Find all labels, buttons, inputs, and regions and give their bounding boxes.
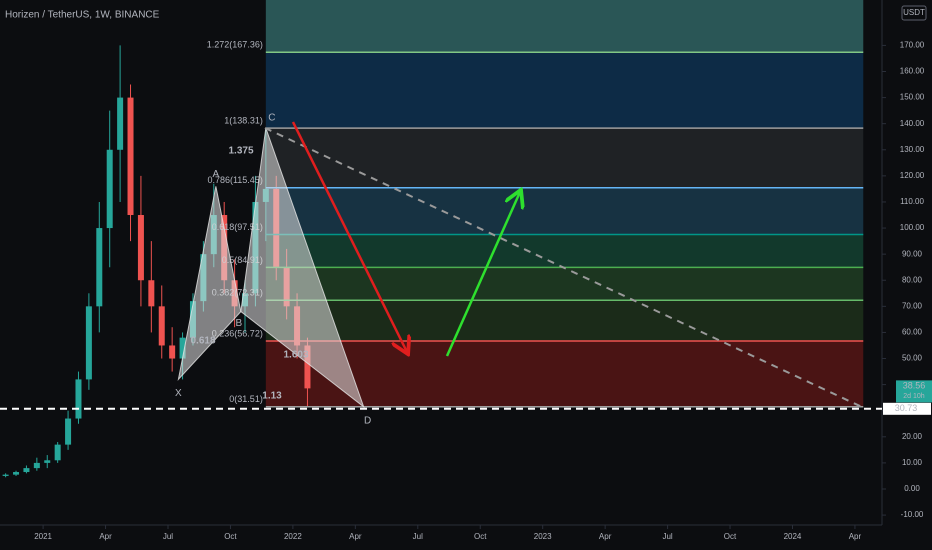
x-tick-label: Apr [849, 532, 862, 541]
price-line-tag [883, 402, 931, 415]
x-tick-label: Apr [599, 532, 612, 541]
y-tick-label: 150.00 [900, 93, 925, 102]
y-tick-label: 100.00 [900, 223, 925, 232]
y-tick-label: 130.00 [900, 145, 925, 154]
pattern-point-label: D [364, 415, 371, 426]
candle-body [96, 228, 103, 307]
fib-zone [265, 300, 864, 341]
pattern-point-label: A [213, 169, 220, 180]
x-tick-label: 2022 [284, 532, 302, 541]
candle-body [54, 444, 61, 461]
candle-body [148, 280, 155, 307]
x-tick-label: Oct [224, 532, 237, 541]
x-tick-label: Jul [413, 532, 423, 541]
chart-title: Horizen / TetherUS, 1W, BINANCE [5, 10, 160, 21]
candle-body [117, 97, 124, 150]
y-unit: USDT [903, 8, 925, 17]
y-tick-label: 90.00 [902, 249, 923, 258]
candle-body [127, 97, 134, 216]
y-tick-label: 120.00 [900, 171, 925, 180]
candle-body [137, 215, 144, 281]
last-price-tag [896, 380, 932, 403]
fib-label: 0(31.51) [229, 394, 263, 404]
pattern-ratio: 1.13 [262, 391, 282, 402]
y-tick-label: 110.00 [900, 197, 924, 206]
last-price-countdown: 2d 10h [903, 393, 925, 400]
y-tick-label: -10.00 [901, 510, 924, 519]
x-tick-label: 2023 [534, 532, 552, 541]
fib-zone [265, 128, 864, 188]
fib-label: 1(138.31) [224, 115, 263, 125]
y-tick-label: 140.00 [900, 119, 925, 128]
y-tick-label: 10.00 [902, 458, 923, 467]
candle-body [169, 345, 176, 359]
fib-label: 1.272(167.36) [207, 40, 263, 50]
fib-label: 0.5(84.91) [222, 255, 263, 265]
pattern-ratio: 1.603 [283, 350, 308, 361]
x-tick-label: Apr [99, 532, 112, 541]
fib-label: 0.786(115.45) [207, 175, 262, 185]
fib-zone [265, 267, 864, 301]
pattern-point-label: B [236, 318, 243, 329]
candle-body [106, 149, 113, 229]
trend-line [264, 127, 863, 408]
candle-body [75, 379, 82, 419]
pattern-triangle [240, 127, 365, 409]
pattern-point-label: C [268, 113, 275, 124]
candle-body [179, 337, 186, 359]
candle-body [33, 462, 40, 469]
candle-body [304, 345, 311, 389]
x-tick-label: Oct [724, 532, 737, 541]
x-tick-label: Jul [662, 532, 672, 541]
x-tick-label: 2021 [34, 532, 52, 541]
y-tick-label: 160.00 [900, 67, 925, 76]
x-tick-label: Apr [349, 532, 362, 541]
fib-zone [265, 0, 864, 53]
fib-zone [265, 340, 864, 407]
fib-zone [265, 187, 864, 235]
y-tick-label: 20.00 [902, 432, 923, 441]
pattern-ratio: 1.375 [228, 146, 253, 157]
pattern-triangle [177, 186, 242, 382]
unit-box [901, 5, 927, 21]
y-tick-label: 0.00 [904, 484, 920, 493]
y-tick-label: 60.00 [902, 328, 923, 337]
last-price-label: 38.56 [903, 381, 926, 391]
x-tick-label: Oct [474, 532, 487, 541]
candle-body [85, 306, 92, 380]
fib-label: 0.236(56.72) [212, 328, 263, 338]
y-tick-label: 50.00 [902, 354, 923, 363]
candle-body [23, 468, 30, 473]
x-tick-label: Jul [163, 532, 173, 541]
price-line-label: 30.73 [895, 403, 918, 413]
candle-body [44, 460, 51, 463]
y-tick-label: 170.00 [900, 41, 925, 50]
pattern-ratio: 0.618 [190, 336, 215, 347]
y-tick-label: 80.00 [902, 275, 923, 284]
fib-zone [265, 234, 864, 268]
fib-zone [265, 52, 864, 129]
up-arrow [445, 192, 520, 357]
pattern-point-label: X [175, 388, 182, 399]
down-arrow [291, 121, 407, 352]
fib-label: 0.618(97.51) [212, 222, 263, 232]
candle-body [13, 472, 20, 475]
x-tick-label: 2024 [784, 532, 802, 541]
candle-body [65, 418, 72, 445]
candle-body [158, 306, 165, 346]
y-tick-label: 70.00 [902, 301, 923, 310]
candle-body [2, 474, 9, 476]
